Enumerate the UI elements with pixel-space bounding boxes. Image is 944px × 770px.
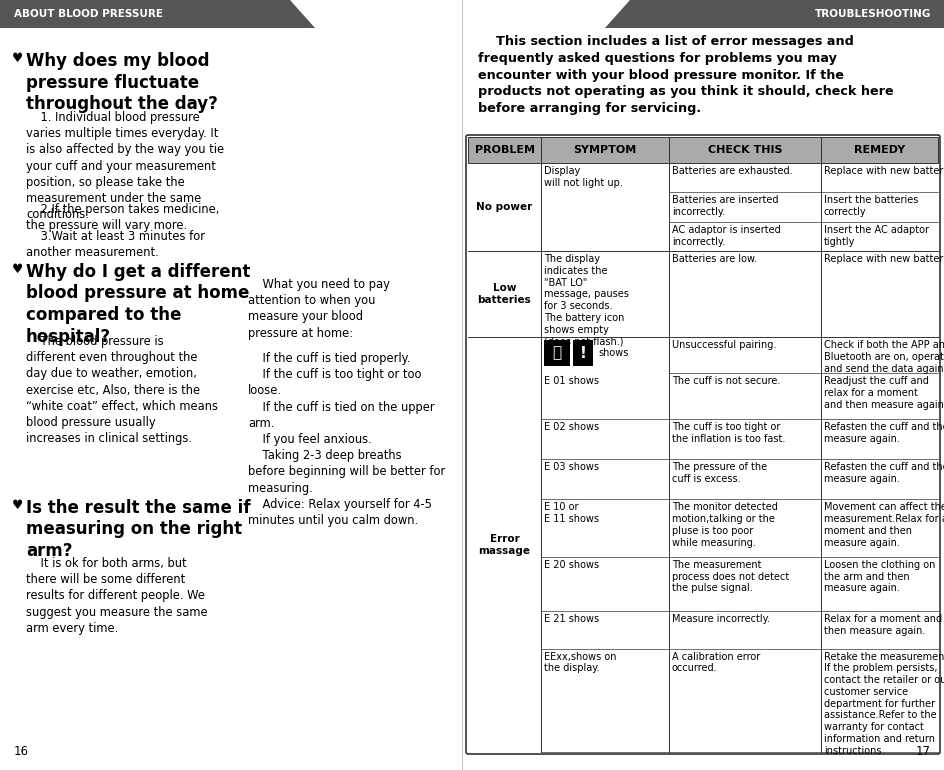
- Text: Refasten the cuff and then
measure again.: Refasten the cuff and then measure again…: [823, 422, 944, 444]
- Text: The display
indicates the
"BAT LO"
message, pauses
for 3 seconds.
The battery ic: The display indicates the "BAT LO" messa…: [544, 254, 628, 346]
- Text: This section includes a list of error messages and
frequently asked questions fo: This section includes a list of error me…: [478, 35, 893, 116]
- Text: E 10 or
E 11 shows: E 10 or E 11 shows: [544, 502, 598, 524]
- Text: 16: 16: [14, 745, 29, 758]
- Text: 17: 17: [915, 745, 930, 758]
- Text: PROBLEM: PROBLEM: [474, 145, 534, 155]
- Text: Why do I get a different
blood pressure at home
compared to the
hospital?: Why do I get a different blood pressure …: [26, 263, 250, 346]
- Text: It is ok for both arms, but
there will be some different
results for different p: It is ok for both arms, but there will b…: [26, 557, 208, 634]
- Text: E 01 shows: E 01 shows: [544, 376, 598, 386]
- Polygon shape: [604, 0, 944, 28]
- Text: The blood pressure is
different even throughout the
day due to weather, emotion,: The blood pressure is different even thr…: [26, 335, 218, 445]
- Text: Unsuccessful pairing.: Unsuccessful pairing.: [671, 340, 776, 350]
- Text: What you need to pay
attention to when you
measure your blood
pressure at home:: What you need to pay attention to when y…: [247, 278, 390, 340]
- Text: Low
batteries: Low batteries: [477, 283, 531, 305]
- Text: 2.If the person takes medicine,
the pressure will vary more.: 2.If the person takes medicine, the pres…: [26, 203, 219, 233]
- Text: E 03 shows: E 03 shows: [544, 462, 598, 472]
- Text: ♥: ♥: [12, 263, 24, 276]
- Text: No power: No power: [476, 202, 532, 212]
- Text: Batteries are low.: Batteries are low.: [671, 254, 756, 264]
- Polygon shape: [0, 0, 314, 28]
- Text: ♥: ♥: [12, 52, 24, 65]
- Text: Batteries are exhausted.: Batteries are exhausted.: [671, 166, 792, 176]
- Text: 1. Individual blood pressure
varies multiple times everyday. It
is also affected: 1. Individual blood pressure varies mult…: [26, 111, 224, 221]
- Text: The cuff is not secure.: The cuff is not secure.: [671, 376, 780, 386]
- Text: The monitor detected
motion,talking or the
pluse is too poor
while measuring.: The monitor detected motion,talking or t…: [671, 502, 777, 547]
- Text: !: !: [579, 346, 586, 360]
- Text: Check if both the APP and
Bluetooth are on, operate
and send the data again.: Check if both the APP and Bluetooth are …: [823, 340, 944, 374]
- Text: ⦿: ⦿: [552, 346, 561, 360]
- Text: The cuff is too tight or
the inflation is too fast.: The cuff is too tight or the inflation i…: [671, 422, 784, 444]
- Bar: [544, 340, 569, 366]
- Text: Insert the batteries
correctly: Insert the batteries correctly: [823, 196, 918, 217]
- Text: Retake the measurement.
If the problem persists,
contact the retailer or our
cus: Retake the measurement. If the problem p…: [823, 651, 944, 755]
- Text: If the cuff is tied properly.
    If the cuff is too tight or too
loose.
    If : If the cuff is tied properly. If the cuf…: [247, 352, 445, 527]
- Text: SYMPTOM: SYMPTOM: [573, 145, 636, 155]
- Text: AC adaptor is inserted
incorrectly.: AC adaptor is inserted incorrectly.: [671, 225, 780, 246]
- Text: 3.Wait at least 3 minutes for
another measurement.: 3.Wait at least 3 minutes for another me…: [26, 230, 205, 259]
- Text: Replace with new batteries: Replace with new batteries: [823, 166, 944, 176]
- Text: ♥: ♥: [12, 499, 24, 512]
- Text: shows: shows: [598, 348, 628, 358]
- Bar: [467, 137, 540, 163]
- Text: Movement can affect the
measurement.Relax for a
moment and then
measure again.: Movement can affect the measurement.Rela…: [823, 502, 944, 547]
- Text: CHECK THIS: CHECK THIS: [707, 145, 782, 155]
- Text: Readjust the cuff and
relax for a moment
and then measure again.: Readjust the cuff and relax for a moment…: [823, 376, 944, 410]
- Text: The measurement
process does not detect
the pulse signal.: The measurement process does not detect …: [671, 560, 788, 593]
- Bar: [820, 137, 937, 163]
- Text: A calibration error
occurred.: A calibration error occurred.: [671, 651, 759, 674]
- Text: Replace with new batteries: Replace with new batteries: [823, 254, 944, 264]
- Text: Error
massage: Error massage: [478, 534, 530, 555]
- Bar: [540, 137, 668, 163]
- Text: Display
will not light up.: Display will not light up.: [544, 166, 622, 188]
- Text: Batteries are inserted
incorrectly.: Batteries are inserted incorrectly.: [671, 196, 778, 217]
- Bar: [668, 137, 820, 163]
- Text: Measure incorrectly.: Measure incorrectly.: [671, 614, 769, 624]
- Text: E 20 shows: E 20 shows: [544, 560, 598, 570]
- FancyBboxPatch shape: [465, 135, 939, 754]
- Text: Refasten the cuff and then
measure again.: Refasten the cuff and then measure again…: [823, 462, 944, 484]
- Text: EExx,shows on
the display.: EExx,shows on the display.: [544, 651, 615, 674]
- Text: Insert the AC adaptor
tightly: Insert the AC adaptor tightly: [823, 225, 928, 246]
- Text: E 02 shows: E 02 shows: [544, 422, 598, 432]
- Text: E 21 shows: E 21 shows: [544, 614, 598, 624]
- Text: REMEDY: REMEDY: [853, 145, 904, 155]
- Text: Loosen the clothing on
the arm and then
measure again.: Loosen the clothing on the arm and then …: [823, 560, 935, 593]
- Text: ABOUT BLOOD PRESSURE: ABOUT BLOOD PRESSURE: [14, 9, 162, 19]
- Text: The pressure of the
cuff is excess.: The pressure of the cuff is excess.: [671, 462, 767, 484]
- Text: Relax for a moment and
then measure again.: Relax for a moment and then measure agai…: [823, 614, 941, 636]
- Text: Is the result the same if
measuring on the right
arm?: Is the result the same if measuring on t…: [26, 499, 250, 560]
- Bar: [572, 340, 593, 366]
- Text: Why does my blood
pressure fluctuate
throughout the day?: Why does my blood pressure fluctuate thr…: [26, 52, 218, 113]
- Text: TROUBLESHOOTING: TROUBLESHOOTING: [814, 9, 930, 19]
